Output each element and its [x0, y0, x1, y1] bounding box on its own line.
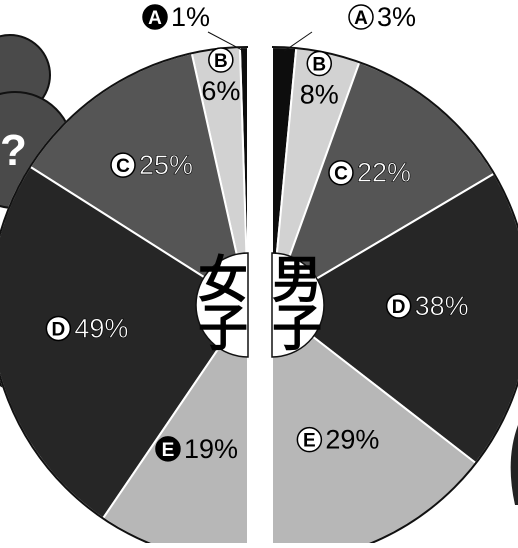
center-disc-right — [271, 252, 325, 358]
bubble-question-mark: ? — [0, 126, 27, 175]
value-label-left-A: 1% — [171, 2, 210, 32]
pie-rim-left — [0, 46, 249, 548]
slice-label-left-D: D 49% — [45, 313, 129, 344]
letter-badge-left-B — [208, 47, 234, 73]
group-name-char-left: 子 — [198, 299, 248, 357]
pie-right: 男子 A 3% B 8% C 22% D 38% E 29% — [270, 2, 518, 548]
letter-right-E: E — [303, 431, 316, 452]
letter-badge-right-B — [306, 50, 333, 77]
letter-left-A: A — [148, 8, 162, 29]
slice-label-left-E: E 19% — [155, 434, 238, 464]
group-name-char-right: 男 — [272, 251, 322, 309]
value-label-right-E: 29% — [325, 425, 379, 455]
value-label-left-B: 6% — [201, 76, 240, 106]
group-name-char-left: 女 — [198, 251, 248, 309]
letter-badge-left-C — [110, 152, 136, 178]
decorative-shape-right — [510, 425, 518, 505]
value-label-left-E: 19% — [184, 434, 238, 464]
letter-badge-left-E — [155, 436, 181, 462]
letter-left-E: E — [162, 440, 175, 461]
letter-right-B: B — [312, 54, 326, 75]
slice-label-left-B: B 6% — [201, 47, 240, 106]
value-label-right-A: 3% — [377, 2, 416, 32]
letter-badge-right-C — [328, 159, 354, 186]
slice-label-left-C: C 25% — [110, 150, 193, 180]
pie-left: 女子 A 1%B 6% C 25% D 49% E 19% — [0, 2, 250, 548]
slice-label-right-B: B 8% — [300, 50, 339, 109]
letter-badge-right-E — [296, 426, 323, 453]
value-label-right-C: 22% — [357, 158, 411, 188]
group-name-char-right: 子 — [272, 299, 322, 357]
value-label-left-C: 25% — [139, 150, 193, 180]
letter-left-D: D — [51, 319, 65, 340]
letter-right-C: C — [334, 164, 348, 185]
center-disc-left — [195, 252, 249, 358]
letter-badge-right-D — [385, 293, 412, 319]
letter-badge-left-D — [45, 315, 72, 342]
slice-label-right-D: D 38% — [385, 291, 469, 321]
slice-label-right-A: A 3% — [283, 2, 416, 52]
letter-left-C: C — [116, 156, 130, 177]
slice-label-right-C: C 22% — [328, 157, 411, 188]
letter-left-B: B — [214, 51, 228, 72]
letter-right-A: A — [354, 8, 368, 29]
letter-right-D: D — [392, 297, 406, 318]
value-label-left-D: 49% — [74, 313, 128, 343]
value-label-right-D: 38% — [415, 291, 469, 321]
leader-line-left — [207, 31, 245, 52]
leader-line-right — [283, 31, 313, 52]
slice-label-left-A: A 1% — [142, 2, 245, 52]
value-label-right-B: 8% — [300, 79, 339, 109]
letter-badge-left-A — [142, 4, 168, 30]
slice-label-right-E: E 29% — [296, 425, 379, 455]
pie-rim-right — [271, 46, 518, 548]
letter-badge-right-A — [348, 4, 374, 30]
